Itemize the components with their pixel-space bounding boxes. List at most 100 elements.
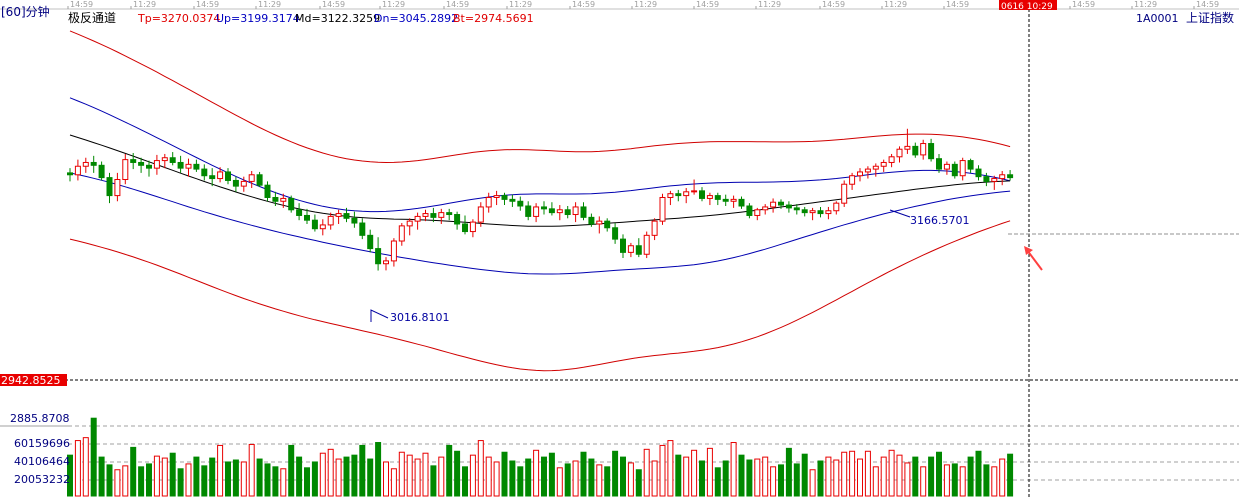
candle[interactable] — [556, 205, 563, 221]
candle[interactable] — [793, 204, 800, 215]
candle[interactable] — [383, 257, 389, 271]
candle[interactable] — [177, 155, 184, 173]
candle[interactable] — [280, 193, 287, 208]
period-label[interactable]: [60]分钟 — [1, 4, 50, 19]
candle[interactable] — [319, 219, 326, 236]
candle[interactable] — [604, 218, 611, 232]
candle[interactable] — [691, 179, 698, 195]
candle[interactable] — [762, 204, 769, 215]
candle[interactable] — [130, 153, 137, 170]
candle[interactable] — [335, 209, 342, 224]
candle[interactable] — [928, 138, 935, 162]
candle[interactable] — [936, 153, 942, 173]
candle[interactable] — [746, 203, 753, 219]
candle[interactable] — [517, 196, 524, 211]
candle[interactable] — [74, 159, 81, 181]
candle[interactable] — [833, 201, 840, 215]
candle[interactable] — [438, 208, 445, 224]
candle[interactable] — [185, 158, 192, 177]
candle[interactable] — [754, 207, 761, 221]
candle[interactable] — [240, 176, 247, 192]
candle[interactable] — [501, 192, 508, 206]
candle[interactable] — [272, 191, 279, 206]
candle[interactable] — [493, 190, 500, 206]
candle[interactable] — [675, 189, 682, 202]
candle[interactable] — [485, 192, 492, 213]
candle[interactable] — [138, 157, 145, 173]
candle[interactable] — [477, 202, 484, 227]
candle[interactable] — [999, 170, 1006, 186]
candle[interactable] — [311, 214, 318, 232]
candle[interactable] — [256, 171, 263, 188]
candle[interactable] — [564, 206, 571, 219]
candle[interactable] — [232, 176, 239, 192]
candle[interactable] — [359, 218, 366, 240]
candle[interactable] — [841, 180, 848, 207]
candle[interactable] — [667, 190, 674, 206]
candle[interactable] — [714, 192, 721, 206]
candle[interactable] — [943, 161, 950, 175]
candle[interactable] — [509, 194, 516, 207]
candle[interactable] — [983, 172, 990, 187]
candle[interactable] — [959, 157, 966, 181]
candle[interactable] — [430, 207, 437, 223]
candle[interactable] — [288, 195, 295, 213]
candle[interactable] — [106, 172, 113, 204]
candle[interactable] — [912, 142, 919, 158]
indicator-name[interactable]: 极反通道 — [68, 11, 116, 25]
candle[interactable] — [991, 175, 998, 190]
candle[interactable] — [967, 158, 974, 173]
candle[interactable] — [446, 208, 453, 221]
candle[interactable] — [880, 159, 887, 172]
candle[interactable] — [390, 238, 397, 267]
candle[interactable] — [462, 215, 468, 235]
candle[interactable] — [201, 164, 208, 181]
candle[interactable] — [1007, 170, 1014, 181]
candle[interactable] — [90, 155, 97, 173]
candle[interactable] — [217, 167, 224, 183]
candle[interactable] — [825, 206, 832, 220]
candle[interactable] — [414, 212, 421, 230]
candle[interactable] — [888, 153, 895, 168]
candle[interactable] — [738, 196, 745, 209]
candle[interactable] — [778, 199, 784, 209]
candle[interactable] — [225, 168, 231, 185]
candle[interactable] — [343, 207, 350, 223]
candle[interactable] — [375, 237, 382, 271]
candle[interactable] — [612, 223, 619, 244]
candle[interactable] — [904, 128, 911, 154]
candle[interactable] — [635, 238, 642, 258]
candle[interactable] — [264, 181, 271, 202]
candle[interactable] — [872, 163, 879, 177]
candle[interactable] — [422, 209, 429, 222]
candle[interactable] — [248, 170, 255, 189]
candle[interactable] — [864, 166, 871, 179]
candle[interactable] — [114, 172, 121, 202]
candle[interactable] — [82, 157, 89, 173]
candle[interactable] — [161, 153, 168, 169]
candle[interactable] — [770, 198, 777, 213]
candle[interactable] — [296, 203, 303, 221]
candle[interactable] — [193, 159, 200, 172]
candle[interactable] — [722, 194, 729, 206]
candle[interactable] — [398, 223, 405, 246]
candle[interactable] — [541, 201, 547, 215]
candle[interactable] — [580, 202, 587, 221]
candle[interactable] — [896, 146, 903, 163]
candle[interactable] — [533, 203, 540, 223]
symbol-name[interactable]: 上证指数 — [1186, 10, 1234, 25]
candle[interactable] — [588, 213, 595, 227]
candle[interactable] — [857, 168, 863, 182]
candle[interactable] — [785, 201, 792, 213]
symbol-code[interactable]: 1A0001 — [1136, 12, 1179, 25]
candle[interactable] — [98, 161, 105, 181]
candle[interactable] — [699, 187, 705, 202]
candle[interactable] — [169, 152, 176, 166]
candle[interactable] — [548, 202, 555, 216]
candle[interactable] — [849, 172, 856, 190]
candle[interactable] — [620, 234, 626, 259]
candle[interactable] — [469, 219, 476, 238]
candle[interactable] — [730, 195, 737, 208]
candle[interactable] — [304, 208, 310, 224]
